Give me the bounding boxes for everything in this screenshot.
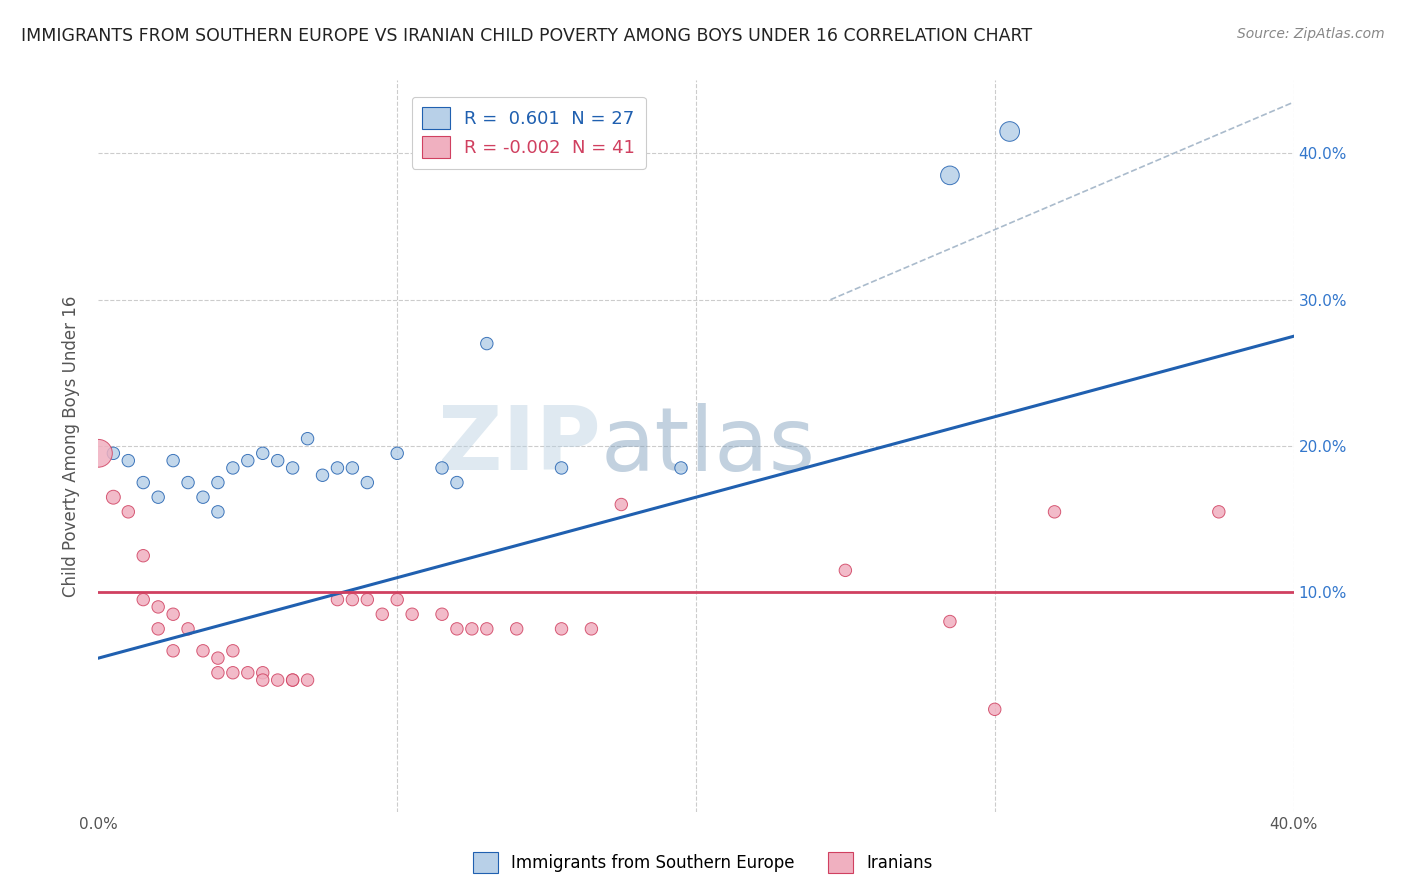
Point	[984, 702, 1007, 716]
Point	[117, 453, 139, 467]
Point	[191, 490, 214, 504]
Point	[162, 453, 184, 467]
Point	[222, 461, 245, 475]
Point	[356, 592, 378, 607]
Point	[326, 461, 349, 475]
Legend: R =  0.601  N = 27, R = -0.002  N = 41: R = 0.601 N = 27, R = -0.002 N = 41	[412, 96, 645, 169]
Point	[103, 490, 125, 504]
Point	[162, 644, 184, 658]
Text: atlas: atlas	[600, 402, 815, 490]
Point	[998, 124, 1021, 138]
Point	[177, 475, 200, 490]
Point	[117, 505, 139, 519]
Point	[222, 665, 245, 680]
Point	[506, 622, 529, 636]
Point	[430, 461, 453, 475]
Point	[401, 607, 423, 622]
Point	[281, 673, 304, 687]
Point	[87, 446, 110, 460]
Point	[446, 475, 468, 490]
Point	[148, 490, 170, 504]
Point	[177, 622, 200, 636]
Point	[103, 446, 125, 460]
Point	[267, 453, 290, 467]
Point	[550, 622, 572, 636]
Point	[1208, 505, 1230, 519]
Legend: Immigrants from Southern Europe, Iranians: Immigrants from Southern Europe, Iranian…	[467, 846, 939, 880]
Point	[356, 475, 378, 490]
Point	[207, 665, 229, 680]
Point	[162, 607, 184, 622]
Point	[385, 446, 409, 460]
Point	[222, 644, 245, 658]
Point	[252, 665, 274, 680]
Point	[297, 432, 319, 446]
Point	[207, 505, 229, 519]
Point	[207, 651, 229, 665]
Point	[236, 665, 259, 680]
Point	[581, 622, 603, 636]
Point	[148, 622, 170, 636]
Point	[430, 607, 453, 622]
Point	[281, 461, 304, 475]
Point	[342, 592, 364, 607]
Point	[148, 599, 170, 614]
Point	[311, 468, 333, 483]
Point	[132, 592, 155, 607]
Text: Source: ZipAtlas.com: Source: ZipAtlas.com	[1237, 27, 1385, 41]
Point	[446, 622, 468, 636]
Point	[834, 563, 856, 577]
Point	[669, 461, 692, 475]
Y-axis label: Child Poverty Among Boys Under 16: Child Poverty Among Boys Under 16	[62, 295, 80, 597]
Text: IMMIGRANTS FROM SOUTHERN EUROPE VS IRANIAN CHILD POVERTY AMONG BOYS UNDER 16 COR: IMMIGRANTS FROM SOUTHERN EUROPE VS IRANI…	[21, 27, 1032, 45]
Point	[1043, 505, 1066, 519]
Point	[385, 592, 409, 607]
Point	[475, 622, 498, 636]
Point	[371, 607, 394, 622]
Point	[297, 673, 319, 687]
Point	[132, 549, 155, 563]
Point	[191, 644, 214, 658]
Point	[550, 461, 572, 475]
Point	[939, 169, 962, 183]
Point	[281, 673, 304, 687]
Point	[610, 498, 633, 512]
Point	[461, 622, 484, 636]
Point	[207, 475, 229, 490]
Point	[132, 475, 155, 490]
Point	[939, 615, 962, 629]
Point	[267, 673, 290, 687]
Point	[252, 446, 274, 460]
Point	[252, 673, 274, 687]
Point	[236, 453, 259, 467]
Point	[326, 592, 349, 607]
Point	[342, 461, 364, 475]
Point	[475, 336, 498, 351]
Text: ZIP: ZIP	[437, 402, 600, 490]
